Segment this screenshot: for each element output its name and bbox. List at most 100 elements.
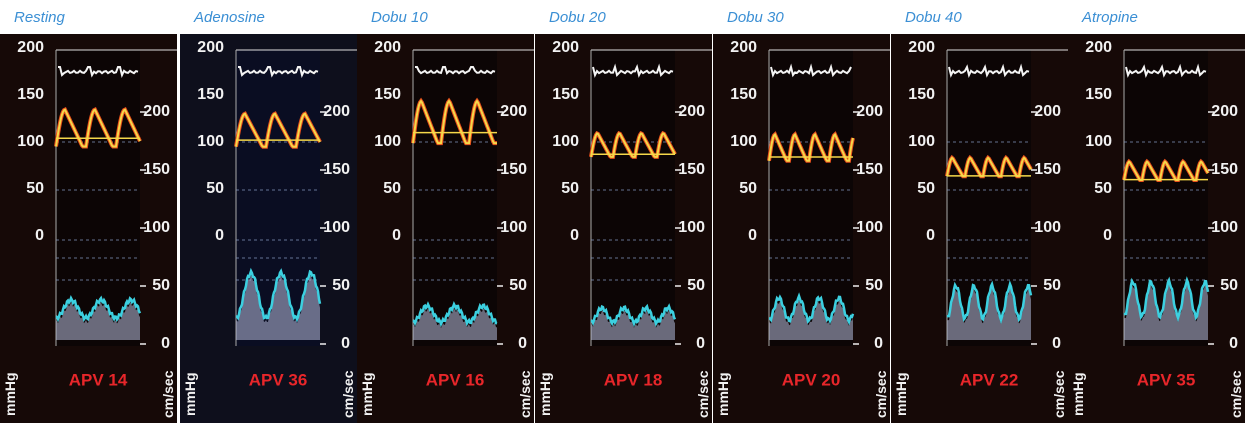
right-tick-label: 150 bbox=[500, 161, 527, 178]
right-unit: cm/sec bbox=[1051, 370, 1067, 418]
left-tick-label: 200 bbox=[197, 39, 224, 56]
right-tick-label: 100 bbox=[678, 219, 705, 236]
left-tick-label: 150 bbox=[374, 86, 401, 103]
right-unit: cm/sec bbox=[340, 370, 356, 418]
left-tick-label: 100 bbox=[552, 133, 579, 150]
right-tick-label: 200 bbox=[678, 103, 705, 120]
pressure-trace bbox=[55, 108, 141, 148]
pressure-trace bbox=[590, 132, 676, 158]
left-tick-label: 100 bbox=[374, 133, 401, 150]
left-unit: mmHg bbox=[715, 372, 731, 416]
tracing-area bbox=[413, 50, 497, 346]
left-tick-label: 100 bbox=[1085, 133, 1112, 150]
right-tick-label: 200 bbox=[323, 103, 350, 120]
velocity-envelope bbox=[235, 267, 322, 323]
panel: Dobu 40 200 150 100 50 0 200 150 100 50 0 mmHg cm/se… bbox=[891, 9, 1068, 423]
left-tick-label: 200 bbox=[908, 39, 935, 56]
left-tick-label: 50 bbox=[206, 180, 224, 197]
doppler-spectrum bbox=[591, 310, 675, 340]
left-unit: mmHg bbox=[893, 372, 909, 416]
doppler-spectrum bbox=[1124, 284, 1208, 340]
velocity-envelope bbox=[946, 280, 1033, 325]
right-tick-label: 0 bbox=[1052, 335, 1061, 352]
left-tick-label: 200 bbox=[17, 39, 44, 56]
left-tick-label: 0 bbox=[926, 227, 935, 244]
doppler-spectrum bbox=[413, 308, 497, 340]
left-tick-label: 50 bbox=[383, 180, 401, 197]
pressure-trace bbox=[768, 132, 854, 162]
left-tick-label: 100 bbox=[730, 133, 757, 150]
right-tick-label: 0 bbox=[696, 335, 705, 352]
right-unit: cm/sec bbox=[1228, 370, 1244, 418]
right-tick-label: 0 bbox=[874, 335, 883, 352]
panel-label: Dobu 10 bbox=[371, 9, 428, 26]
right-tick-label: 200 bbox=[143, 103, 170, 120]
right-unit: cm/sec bbox=[695, 370, 711, 418]
left-tick-label: 0 bbox=[35, 227, 44, 244]
doppler-spectrum bbox=[56, 302, 140, 340]
left-unit: mmHg bbox=[182, 372, 198, 416]
doppler-spectrum bbox=[236, 275, 320, 340]
apv-label: APV 36 bbox=[249, 370, 308, 389]
panel: Dobu 20 200 150 100 50 0 200 150 100 50 0 mmHg cm/se… bbox=[535, 9, 712, 423]
tracing-area bbox=[591, 50, 675, 346]
left-unit: mmHg bbox=[2, 372, 18, 416]
left-tick-label: 50 bbox=[917, 180, 935, 197]
right-tick-label: 0 bbox=[161, 335, 170, 352]
right-tick-label: 150 bbox=[1034, 161, 1061, 178]
apv-label: APV 14 bbox=[69, 370, 128, 389]
left-tick-label: 150 bbox=[1085, 86, 1112, 103]
ecg-trace bbox=[948, 63, 1030, 78]
right-tick-label: 150 bbox=[856, 161, 883, 178]
right-tick-label: 100 bbox=[856, 219, 883, 236]
left-tick-label: 50 bbox=[739, 180, 757, 197]
right-tick-label: 200 bbox=[856, 103, 883, 120]
doppler-spectrum bbox=[947, 288, 1031, 340]
ecg-trace bbox=[58, 66, 139, 78]
apv-label: APV 22 bbox=[960, 370, 1019, 389]
left-tick-label: 200 bbox=[730, 39, 757, 56]
left-tick-label: 100 bbox=[197, 133, 224, 150]
right-tick-label: 0 bbox=[341, 335, 350, 352]
right-tick-label: 200 bbox=[500, 103, 527, 120]
left-tick-label: 150 bbox=[552, 86, 579, 103]
left-tick-label: 150 bbox=[908, 86, 935, 103]
panel-label: Dobu 30 bbox=[727, 9, 784, 26]
ecg-trace bbox=[238, 66, 319, 78]
apv-label: APV 18 bbox=[604, 370, 663, 389]
apv-label: APV 16 bbox=[426, 370, 485, 389]
velocity-envelope bbox=[590, 303, 677, 328]
right-tick-label: 150 bbox=[678, 161, 705, 178]
right-tick-label: 50 bbox=[687, 277, 705, 294]
left-unit: mmHg bbox=[1070, 372, 1086, 416]
right-tick-label: 150 bbox=[143, 161, 170, 178]
apv-label: APV 35 bbox=[1137, 370, 1196, 389]
left-tick-label: 200 bbox=[552, 39, 579, 56]
right-tick-label: 100 bbox=[143, 219, 170, 236]
left-tick-label: 150 bbox=[197, 86, 224, 103]
left-tick-label: 0 bbox=[1103, 227, 1112, 244]
panel: Adenosine 200 150 100 50 0 200 150 100 50 0 mmHg cm/… bbox=[180, 9, 357, 423]
right-unit: cm/sec bbox=[517, 370, 533, 418]
left-unit: mmHg bbox=[537, 372, 553, 416]
left-tick-label: 0 bbox=[392, 227, 401, 244]
right-tick-label: 100 bbox=[1034, 219, 1061, 236]
right-tick-label: 200 bbox=[1034, 103, 1061, 120]
panel-label: Dobu 20 bbox=[549, 9, 606, 26]
left-tick-label: 50 bbox=[26, 180, 44, 197]
panel: Resting 200 150 100 50 0 200 150 100 50 0 mmHg cm/se… bbox=[0, 9, 177, 423]
right-tick-label: 150 bbox=[323, 161, 350, 178]
right-tick-label: 100 bbox=[500, 219, 527, 236]
right-tick-label: 200 bbox=[1211, 103, 1238, 120]
panel: Dobu 30 200 150 100 50 0 200 150 100 50 0 mmHg cm/se… bbox=[713, 9, 890, 423]
left-tick-label: 200 bbox=[374, 39, 401, 56]
right-tick-label: 100 bbox=[1211, 219, 1238, 236]
left-tick-label: 100 bbox=[17, 133, 44, 150]
left-unit: mmHg bbox=[359, 372, 375, 416]
left-tick-label: 150 bbox=[17, 86, 44, 103]
right-tick-label: 50 bbox=[1220, 277, 1238, 294]
velocity-envelope bbox=[412, 300, 498, 328]
velocity-envelope bbox=[1123, 276, 1210, 323]
ecg-trace bbox=[592, 63, 674, 78]
